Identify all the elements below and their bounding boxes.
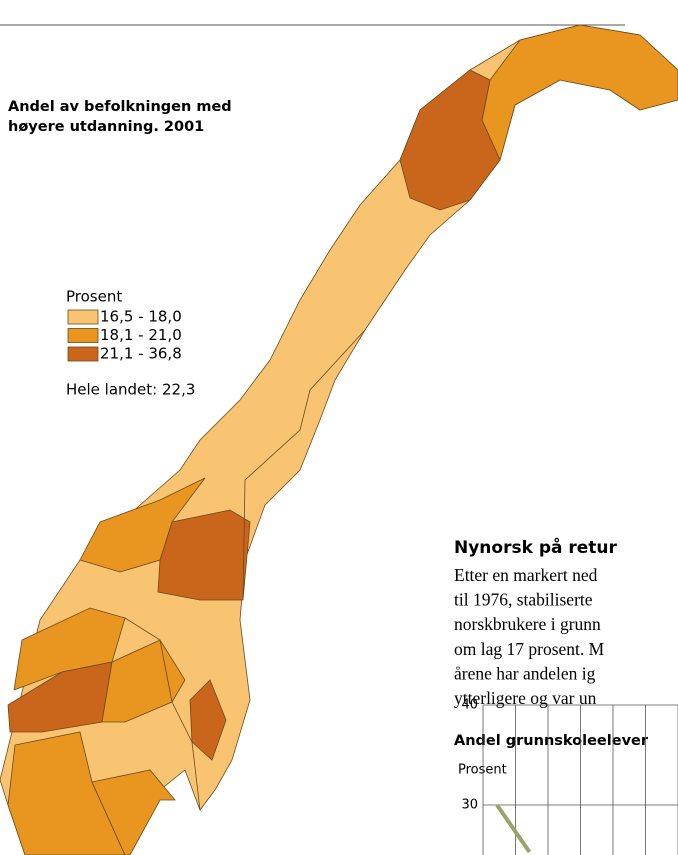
legend-label: 18,1 - 21,0: [100, 326, 182, 344]
article-heading: Nynorsk på retur: [454, 536, 618, 558]
article-line: norskbrukere i grunn: [454, 614, 601, 634]
legend-label: 21,1 - 36,8: [100, 345, 182, 363]
region: [79, 477, 206, 573]
map-title: høyere utdanning. 2001: [8, 119, 204, 135]
region: [157, 509, 251, 601]
legend-swatch: [67, 309, 99, 325]
legend-label: 16,5 - 18,0: [100, 308, 182, 326]
article-line: om lag 17 prosent. M: [454, 639, 605, 659]
article-body: Etter en markert ned til 1976, stabiliser…: [454, 565, 605, 708]
region: [399, 69, 501, 211]
map: [0, 24, 678, 855]
legend-swatch: [67, 328, 99, 343]
map-title: Andel av befolkningen med: [8, 99, 232, 115]
article-line: Etter en markert ned: [454, 565, 598, 585]
region: [7, 731, 126, 855]
series-line: [495, 803, 532, 854]
article-line: ytterligere og var un: [454, 688, 597, 708]
region: [91, 769, 176, 855]
legend: 16,5 - 18,018,1 - 21,021,1 - 36,8: [67, 308, 182, 363]
map-base: [0, 24, 678, 855]
chart: 30 40: [461, 698, 678, 855]
legend-note: Hele landet: 22,3: [66, 381, 195, 399]
y-tick-label: 40: [461, 698, 478, 713]
region: [189, 679, 227, 761]
border: [124, 617, 201, 811]
y-tick-label: 30: [461, 798, 478, 813]
y-axis-label: Prosent: [458, 763, 507, 778]
article-line: til 1976, stabiliserte: [454, 590, 593, 610]
border: [242, 329, 366, 601]
legend-swatch: [67, 346, 99, 362]
legend-title: Prosent: [66, 288, 122, 306]
chart-title: Andel grunnskoleelever: [454, 733, 649, 749]
article-line: årene har andelen ig: [454, 663, 596, 683]
